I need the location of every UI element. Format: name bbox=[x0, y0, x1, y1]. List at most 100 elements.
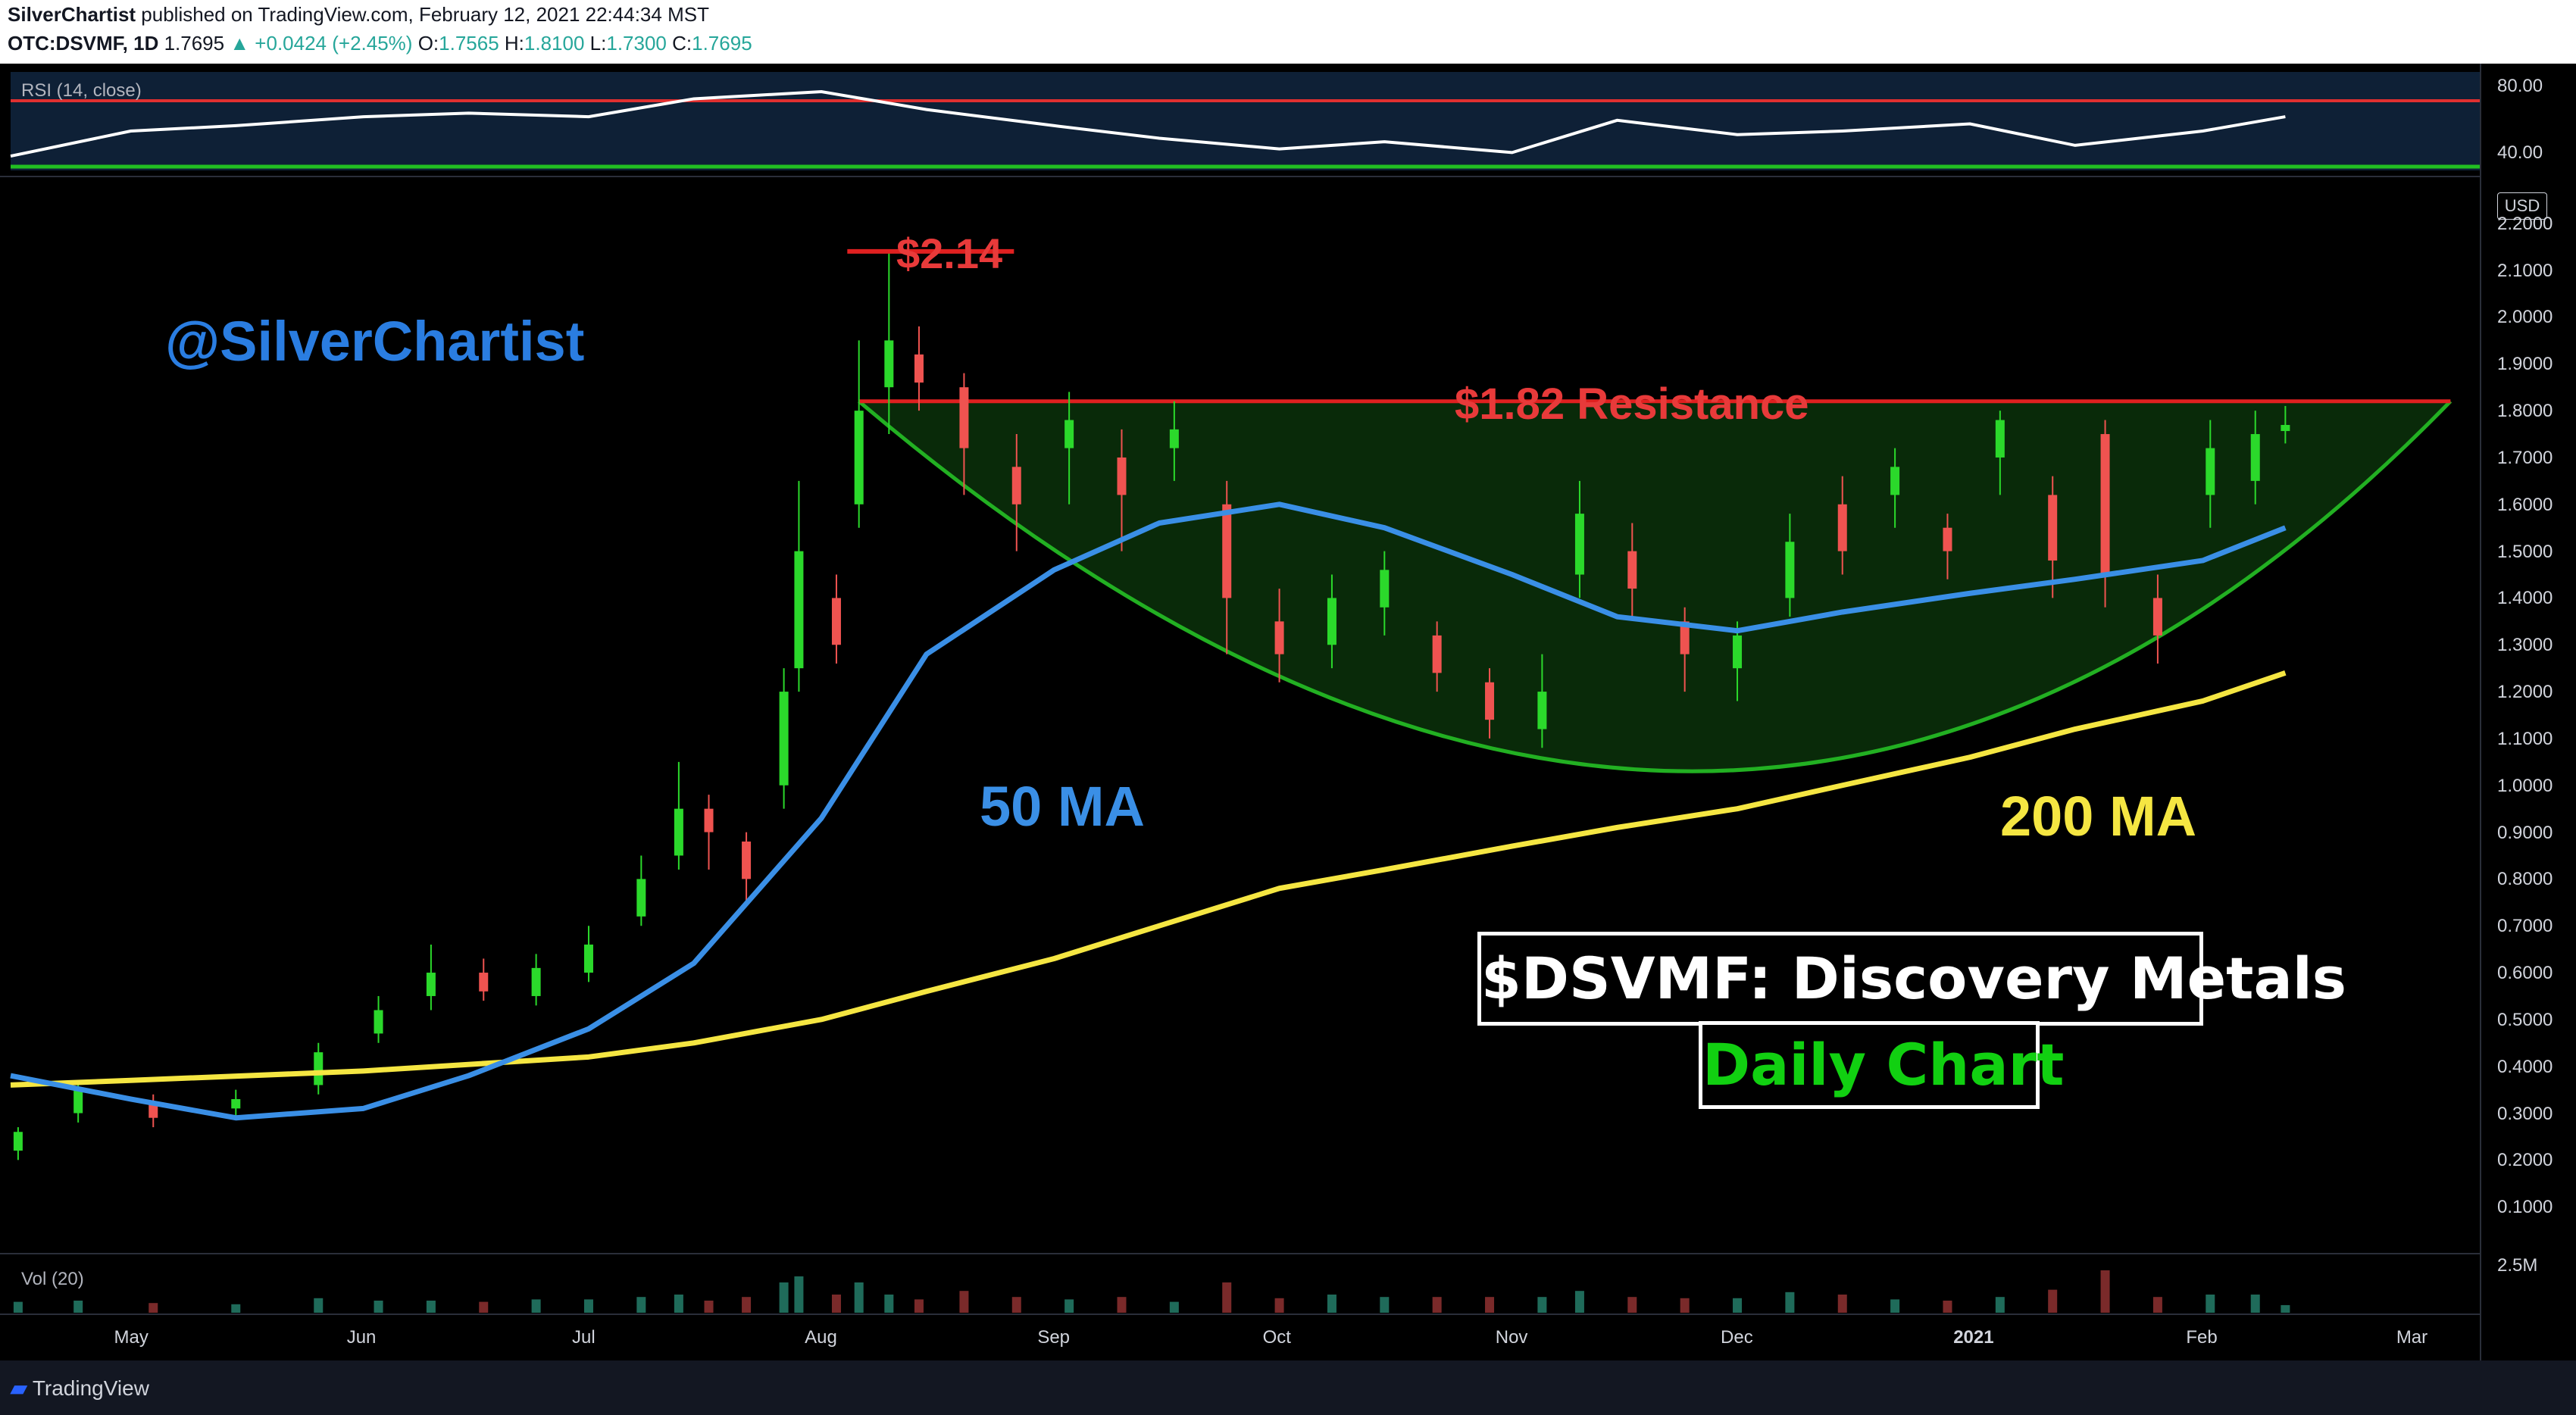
candle-body bbox=[426, 973, 436, 996]
rsi-tick-80: 80.00 bbox=[2497, 76, 2543, 96]
volume-bar bbox=[426, 1301, 436, 1313]
candle-body bbox=[1327, 598, 1336, 645]
candle-body bbox=[959, 387, 969, 448]
price-tick-label: 1.8000 bbox=[2497, 401, 2553, 422]
chart-subtitle-box: Daily Chart bbox=[1699, 1021, 2064, 1109]
volume-bar bbox=[1537, 1297, 1547, 1313]
price-tick-label: 0.6000 bbox=[2497, 963, 2553, 984]
volume-bar bbox=[531, 1299, 541, 1313]
candle-body bbox=[2250, 434, 2260, 481]
volume-bar bbox=[479, 1301, 489, 1313]
candle-body bbox=[314, 1052, 324, 1085]
ohlc-line: OTC:DSVMF, 1D 1.7695 ▲ +0.0424 (+2.45%) … bbox=[8, 32, 752, 55]
volume-bar bbox=[1680, 1298, 1690, 1313]
time-tick-label: Sep bbox=[1037, 1327, 1071, 1348]
volume-bar bbox=[73, 1301, 83, 1313]
price-tick-label: 0.8000 bbox=[2497, 869, 2553, 890]
volume-bar bbox=[1785, 1292, 1795, 1313]
candle-body bbox=[884, 340, 894, 388]
candle-body bbox=[704, 808, 714, 832]
moving-averages bbox=[10, 501, 2287, 1121]
candle-body bbox=[1785, 542, 1795, 598]
price-change: ▲ +0.0424 (+2.45%) bbox=[230, 32, 413, 55]
price-tick-label: 0.4000 bbox=[2497, 1056, 2553, 1077]
price-tick-label: 1.0000 bbox=[2497, 775, 2553, 796]
time-tick-label: Aug bbox=[805, 1327, 837, 1348]
low-value: 1.7300 bbox=[606, 32, 667, 55]
last-price: 1.7695 bbox=[164, 32, 225, 55]
tradingview-logo-icon: ▰ bbox=[11, 1376, 27, 1400]
candle-body bbox=[1574, 514, 1584, 575]
volume-bars bbox=[13, 1270, 2290, 1313]
price-tick-label: 2.1000 bbox=[2497, 260, 2553, 281]
candle-body bbox=[1432, 635, 1442, 673]
candle-body bbox=[1680, 621, 1690, 654]
volume-label[interactable]: Vol (20) bbox=[21, 1269, 84, 1289]
volume-bar bbox=[1011, 1297, 1021, 1313]
candle-body bbox=[231, 1098, 241, 1109]
resistance-annotation: $1.82 Resistance bbox=[1455, 380, 1809, 429]
rsi-band bbox=[11, 72, 2481, 170]
candle-body bbox=[779, 692, 789, 786]
footer-brand[interactable]: ▰ TradingView bbox=[11, 1376, 149, 1401]
publish-line: SilverChartist published on TradingView.… bbox=[8, 3, 709, 27]
candle-body bbox=[148, 1104, 158, 1118]
volume-bar bbox=[704, 1301, 714, 1313]
candle-body bbox=[1837, 504, 1847, 551]
candle-body bbox=[1117, 457, 1127, 495]
volume-bar bbox=[2152, 1297, 2162, 1313]
candle-body bbox=[13, 1132, 23, 1151]
price-tick-label: 1.3000 bbox=[2497, 635, 2553, 656]
volume-bar bbox=[13, 1301, 23, 1313]
candles[interactable] bbox=[13, 251, 2290, 1160]
candle-body bbox=[831, 598, 841, 645]
volume-bar bbox=[742, 1297, 752, 1313]
symbol-label: OTC:DSVMF, 1D bbox=[8, 32, 159, 55]
open-value: 1.7565 bbox=[439, 32, 499, 55]
candle-body bbox=[794, 551, 804, 669]
price-tick-label: 0.2000 bbox=[2497, 1150, 2553, 1171]
footer-brand-label: TradingView bbox=[32, 1376, 149, 1400]
price-tick-label: 1.6000 bbox=[2497, 494, 2553, 515]
volume-bar bbox=[583, 1299, 593, 1313]
time-tick-label: Feb bbox=[2186, 1327, 2218, 1348]
volume-bar bbox=[1627, 1297, 1637, 1313]
price-tick-label: 1.1000 bbox=[2497, 728, 2553, 749]
rsi-line-group bbox=[10, 89, 2286, 158]
currency-badge[interactable]: USD bbox=[2497, 192, 2547, 220]
author-name[interactable]: SilverChartist bbox=[8, 3, 136, 26]
high-value: 1.8100 bbox=[524, 32, 585, 55]
candle-body bbox=[2281, 424, 2290, 432]
price-tick-label: 0.9000 bbox=[2497, 822, 2553, 843]
candle-body bbox=[1169, 429, 1179, 448]
candle-body bbox=[73, 1089, 83, 1114]
ma50-annotation: 50 MA bbox=[980, 775, 1145, 838]
candle-body bbox=[674, 808, 683, 856]
time-tick-label: May bbox=[114, 1327, 148, 1348]
volume-bar bbox=[1117, 1297, 1127, 1313]
time-tick-label: Oct bbox=[1262, 1327, 1291, 1348]
time-tick-label: Mar bbox=[2396, 1327, 2428, 1348]
volume-bar bbox=[231, 1304, 241, 1313]
volume-bar bbox=[914, 1299, 924, 1313]
candle-body bbox=[1943, 527, 1952, 551]
volume-bar bbox=[1327, 1295, 1336, 1313]
price-tick-label: 0.1000 bbox=[2497, 1197, 2553, 1218]
ma50-line bbox=[10, 501, 2287, 1121]
volume-bar bbox=[779, 1282, 789, 1313]
volume-bar bbox=[2100, 1270, 2110, 1313]
rsi-label[interactable]: RSI (14, close) bbox=[21, 80, 142, 101]
chart-title-box: $DSVMF: Discovery Metals bbox=[1477, 932, 2346, 1026]
candle-body bbox=[1011, 467, 1021, 504]
time-tick-label: Nov bbox=[1495, 1327, 1528, 1348]
high-label: H: bbox=[504, 32, 524, 55]
volume-bar bbox=[1890, 1299, 1900, 1313]
candle-body bbox=[531, 967, 541, 996]
candle-body bbox=[2100, 434, 2110, 575]
price-tick-label: 2.0000 bbox=[2497, 307, 2553, 328]
candle-body bbox=[636, 879, 646, 917]
candle-body bbox=[1064, 420, 1074, 448]
volume-bar bbox=[2206, 1295, 2215, 1313]
volume-bar bbox=[1222, 1282, 1232, 1313]
